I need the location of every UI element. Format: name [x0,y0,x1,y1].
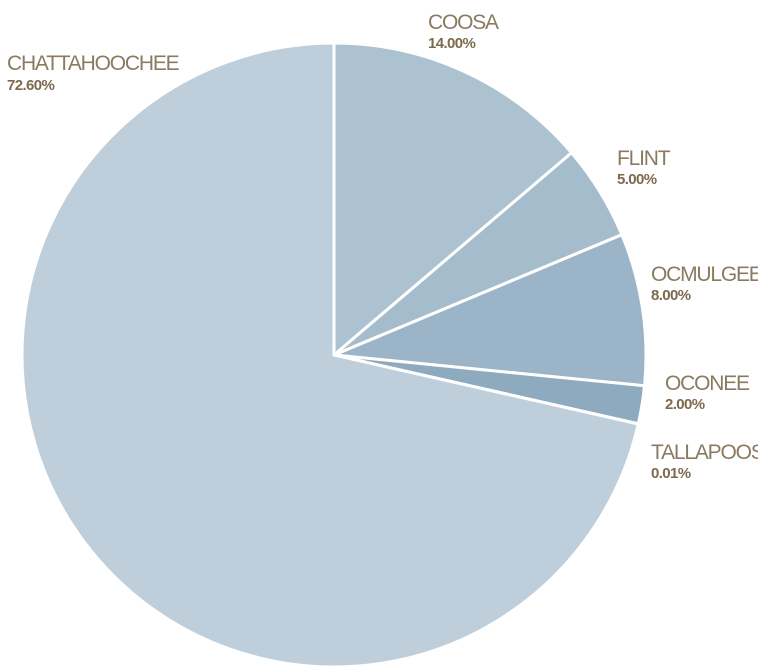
slice-value-ocmulgee: 8.00% [651,287,691,304]
pie-slice-coosa [332,41,574,357]
slice-label-coosa: COOSA [428,11,499,34]
pie-slice-ocmulgee [332,233,648,388]
slice-label-tallapoosa: TALLAPOOSA [651,441,758,464]
pie-slice-chattahoochee [20,41,640,669]
slice-value-tallapoosa: 0.01% [651,465,691,482]
slice-label-chattahoochee: CHATTAHOOCHEE [7,52,180,75]
pie-slices [20,41,648,669]
slice-value-chattahoochee: 72.60% [7,77,55,94]
slice-label-ocmulgee: OCMULGEE [651,263,758,286]
slice-label-flint: FLINT [617,147,671,170]
slice-value-oconee: 2.00% [665,396,705,413]
slice-value-flint: 5.00% [617,171,657,188]
slice-value-coosa: 14.00% [428,35,476,52]
pie-labels: COOSA 14.00% FLINT 5.00% OCMULGEE 8.00% … [7,11,758,482]
slice-label-oconee: OCONEE [665,372,750,395]
